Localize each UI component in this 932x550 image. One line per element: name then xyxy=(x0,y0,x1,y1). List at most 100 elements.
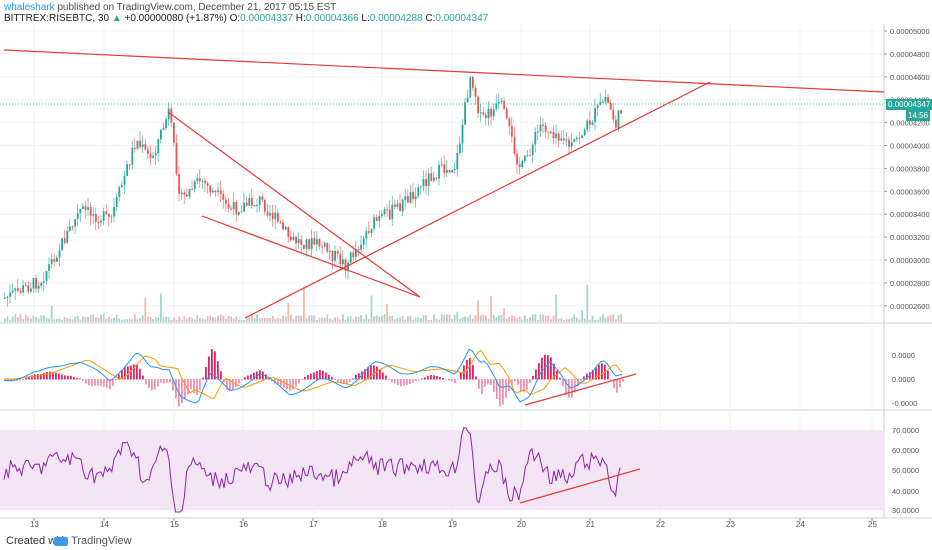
candle-body xyxy=(48,264,50,271)
macd-histogram-bar xyxy=(181,379,183,404)
macd-histogram-bar xyxy=(208,356,210,380)
macd-histogram-bar xyxy=(289,379,291,391)
macd-trendline[interactable] xyxy=(524,373,637,406)
macd-histogram-bar xyxy=(538,363,540,380)
macd-histogram-bar xyxy=(340,379,342,383)
volume-bar xyxy=(84,316,87,322)
volume-bar xyxy=(401,316,404,322)
candle-body xyxy=(440,164,443,166)
volume-bar xyxy=(407,316,409,322)
volume-bar xyxy=(108,316,110,322)
wedge-upper-trendline[interactable] xyxy=(167,111,421,298)
volume-bar xyxy=(391,315,394,322)
candle-body xyxy=(251,198,253,206)
volume-bar xyxy=(492,315,495,322)
ascending-support-trendline[interactable] xyxy=(244,81,711,319)
macd-histogram-bar xyxy=(241,379,243,381)
change-value: +0.00000080 (+1.87%) xyxy=(124,13,227,24)
volume-bar xyxy=(435,319,438,322)
candle-body xyxy=(404,196,407,200)
candle-body xyxy=(529,155,531,157)
volume-bar xyxy=(521,319,524,322)
macd-histogram-bar xyxy=(457,379,459,380)
candle-body xyxy=(349,252,352,263)
candle-body xyxy=(24,285,27,287)
macd-histogram-bar xyxy=(322,370,324,380)
candle-body xyxy=(22,285,24,293)
volume-bar xyxy=(620,314,622,322)
candle-body xyxy=(147,149,149,154)
macd-histogram-bar xyxy=(232,379,234,390)
macd-histogram-bar xyxy=(304,376,306,380)
macd-histogram-bar xyxy=(607,370,609,380)
volume-bar xyxy=(136,319,139,322)
volume-bar xyxy=(563,319,565,322)
resistance-trendline[interactable] xyxy=(3,49,885,93)
volume-bar xyxy=(490,295,492,322)
volume-bar xyxy=(261,318,264,322)
candle-body xyxy=(14,288,17,291)
candle-body xyxy=(352,252,355,257)
candle-body xyxy=(560,138,563,141)
volume-bar xyxy=(552,315,555,322)
macd-histogram-bar xyxy=(358,373,360,380)
volume-bar xyxy=(274,319,277,322)
volume-bar xyxy=(477,300,479,322)
chart-canvas[interactable]: 0.000050000.000048000.000046000.00004400… xyxy=(0,0,932,532)
triangle-up-icon: ▲ xyxy=(111,13,122,24)
volume-bar xyxy=(238,319,240,322)
candle-body xyxy=(58,250,61,258)
volume-bar xyxy=(326,314,329,322)
macd-histogram-bar xyxy=(430,375,432,380)
candle-body xyxy=(370,228,373,233)
time-axis-label: 16 xyxy=(239,520,248,529)
candle-body xyxy=(217,190,219,193)
volume-bar xyxy=(539,314,542,322)
author-link[interactable]: whaleshark xyxy=(4,2,55,13)
volume-bar xyxy=(30,318,32,322)
trendlines[interactable] xyxy=(3,49,885,504)
macd-histogram-bar xyxy=(535,369,537,380)
volume-bar xyxy=(222,315,225,322)
volume-bar xyxy=(576,317,578,322)
candle-body xyxy=(50,259,53,265)
macd-histogram-bar xyxy=(265,374,267,380)
volume-bar xyxy=(469,315,472,322)
candle-body xyxy=(461,124,464,144)
macd-histogram-bar xyxy=(355,374,357,380)
macd-histogram-bar xyxy=(595,367,597,380)
candle-body xyxy=(277,212,279,222)
volume-bar xyxy=(557,318,560,322)
candle-body xyxy=(92,214,95,216)
wedge-lower-trendline[interactable] xyxy=(201,215,421,298)
volume-bar xyxy=(560,318,563,322)
macd-histogram-bar xyxy=(127,366,129,380)
candle-body xyxy=(191,188,193,190)
macd-histogram-bar xyxy=(295,379,297,387)
volume-bar xyxy=(433,314,435,322)
volume-bar xyxy=(399,317,401,322)
macd-histogram-bar xyxy=(505,379,507,398)
rsi-trendline[interactable] xyxy=(519,468,641,504)
tradingview-brand: TradingView xyxy=(71,535,132,547)
candle-body xyxy=(100,220,102,223)
high-value: 0.00004366 xyxy=(305,13,359,24)
candle-body xyxy=(243,202,245,212)
macd-histogram-bar xyxy=(196,379,198,396)
candle-body xyxy=(313,238,316,245)
volume-bar xyxy=(290,314,292,322)
macd-histogram-bar xyxy=(130,365,132,380)
tradingview-logo[interactable]: TradingView xyxy=(54,535,132,547)
candle-body xyxy=(180,192,183,194)
candle-body xyxy=(152,155,154,158)
candle-body xyxy=(253,204,256,206)
volume-bar xyxy=(513,316,516,322)
publish-info: whaleshark published on TradingView.com,… xyxy=(4,2,336,13)
macd-histogram-bar xyxy=(211,349,213,380)
candle-body xyxy=(35,277,37,289)
volume-bar xyxy=(542,314,544,322)
volume-bar xyxy=(373,316,375,322)
candle-body xyxy=(329,250,331,252)
volume-bar xyxy=(9,319,11,322)
volume-bar xyxy=(297,315,300,322)
